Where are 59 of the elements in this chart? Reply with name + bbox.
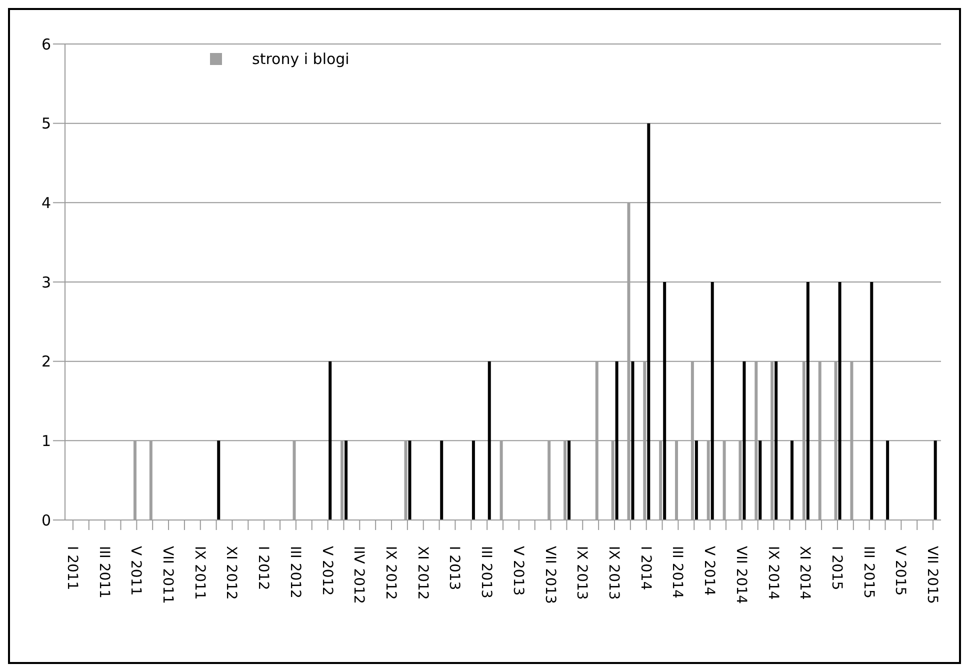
x-tick-label: I 2014 — [637, 546, 654, 590]
x-tick-label: III 2013 — [478, 546, 494, 598]
x-tick-label: III 2015 — [860, 546, 876, 598]
bar — [790, 440, 794, 520]
x-tick-label: I 2013 — [446, 546, 462, 590]
x-tick-label: V 2015 — [892, 546, 908, 596]
bar — [663, 282, 666, 520]
bar — [328, 361, 332, 520]
bar — [344, 440, 348, 520]
bar — [647, 123, 650, 520]
x-tick-label: VII 2015 — [924, 546, 940, 604]
bar — [568, 440, 571, 520]
bar — [934, 440, 937, 520]
bar — [710, 282, 714, 520]
bar — [488, 361, 491, 520]
x-tick-label: IX 2013 — [574, 546, 590, 600]
bar — [806, 282, 810, 520]
x-tick-label: III 2014 — [669, 546, 686, 599]
bar — [615, 361, 618, 520]
x-tick-label: VII 2014 — [732, 546, 749, 604]
bar — [870, 282, 874, 520]
x-tick-label: VII 2013 — [542, 546, 558, 604]
bar — [758, 440, 762, 520]
bar — [472, 440, 475, 520]
y-tick-label: 1 — [41, 432, 51, 450]
x-tick-label: IX 2013 — [605, 546, 622, 600]
bar — [742, 361, 746, 520]
y-tick-label: 5 — [41, 114, 51, 133]
x-tick-label: I 2015 — [828, 546, 844, 590]
x-tick-label: XI 2012 — [223, 546, 240, 600]
x-tick-label: XI 2014 — [796, 546, 813, 600]
x-tick-label: III 2011 — [96, 546, 112, 598]
bar — [217, 440, 220, 520]
legend-label: strony i blogi — [252, 50, 350, 68]
x-tick-label: V 2013 — [510, 546, 526, 596]
x-tick-label: IIV 2012 — [350, 546, 367, 604]
y-tick-label: 0 — [41, 511, 51, 530]
x-tick-label: I 2011 — [64, 546, 80, 590]
y-tick-label: 3 — [41, 273, 51, 292]
bar — [886, 440, 890, 520]
bar — [774, 361, 778, 520]
bar — [440, 440, 444, 520]
y-tick-label: 2 — [41, 352, 51, 371]
x-tick-label: III 2012 — [286, 546, 303, 598]
x-tick-label: V 2012 — [318, 546, 335, 596]
x-tick-label: IX 2014 — [764, 546, 781, 600]
bar — [694, 440, 698, 520]
bar — [631, 361, 634, 520]
x-tick-label: XI 2012 — [414, 546, 430, 600]
x-tick-label: V 2011 — [128, 546, 144, 596]
bar — [408, 440, 412, 520]
x-tick-label: IX 2011 — [191, 546, 208, 600]
x-tick-label: V 2014 — [701, 546, 718, 596]
x-tick-label: VII 2011 — [160, 546, 176, 604]
y-tick-label: 4 — [41, 194, 51, 212]
bar — [838, 282, 842, 520]
x-tick-label: I 2012 — [255, 546, 272, 590]
x-tick-label: IX 2012 — [382, 546, 399, 600]
y-tick-label: 6 — [41, 35, 51, 54]
